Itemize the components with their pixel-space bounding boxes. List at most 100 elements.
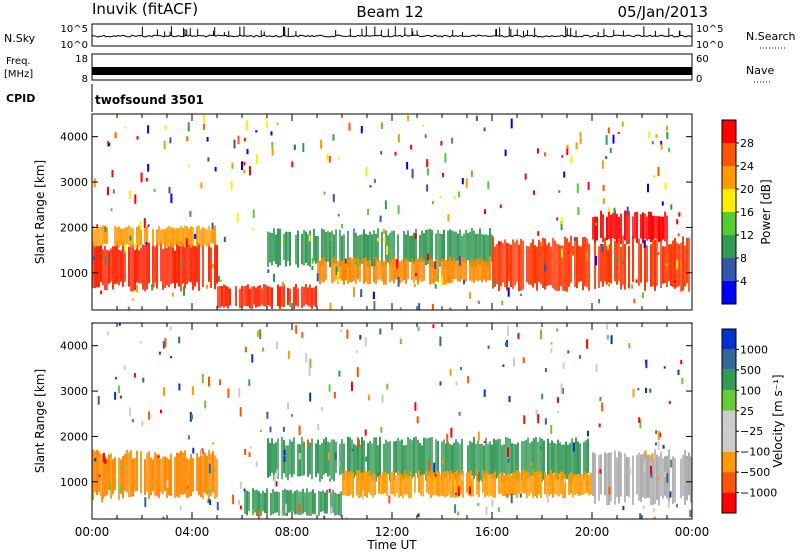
echo-dot	[532, 467, 535, 471]
echo-dot	[361, 490, 364, 500]
echo-dot	[450, 427, 453, 438]
echo-column	[423, 260, 425, 281]
echo-column	[269, 442, 271, 477]
echo-column	[256, 489, 258, 517]
echo-column	[636, 211, 638, 243]
echo-column	[112, 459, 114, 495]
colorbar-segment	[722, 281, 736, 304]
echo-column	[501, 445, 503, 482]
echo-dot	[664, 182, 667, 190]
echo-dot	[364, 337, 367, 347]
echo-dot	[422, 124, 425, 127]
echo-column	[654, 449, 656, 504]
echo-column	[489, 441, 491, 475]
x-tick-label: 04:00	[175, 525, 210, 539]
echo-column	[276, 491, 278, 513]
echo-column	[239, 288, 241, 309]
echo-column	[362, 472, 364, 493]
echo-dot	[602, 198, 605, 204]
echo-dot	[665, 263, 668, 266]
echo-column	[347, 230, 349, 268]
echo-column	[176, 452, 178, 497]
echo-column	[408, 475, 410, 499]
echo-column	[310, 491, 312, 516]
echo-column	[363, 229, 365, 268]
echo-column	[529, 442, 531, 477]
echo-dot	[298, 503, 301, 512]
echo-column	[686, 237, 688, 284]
echo-column	[325, 231, 327, 263]
echo-column	[530, 475, 532, 493]
echo-dot	[510, 493, 513, 504]
echo-dot	[209, 499, 212, 505]
echo-dot	[187, 122, 190, 132]
echo-dot	[191, 414, 193, 420]
echo-dot	[123, 364, 126, 370]
echo-dot	[689, 509, 692, 518]
echo-dot	[121, 465, 124, 471]
echo-column	[269, 232, 271, 263]
echo-column	[313, 287, 315, 306]
echo-dot	[211, 263, 214, 269]
echo-dot	[187, 164, 190, 167]
echo-column	[219, 286, 221, 308]
echo-column	[221, 286, 223, 307]
echo-column	[668, 449, 670, 502]
echo-dot	[607, 127, 610, 134]
echo-column	[456, 470, 458, 498]
echo-dot	[650, 470, 653, 478]
echo-column	[333, 234, 335, 264]
echo-column	[510, 244, 512, 288]
echo-dot	[136, 284, 139, 293]
echo-dot	[238, 388, 241, 398]
echo-dot	[561, 155, 564, 158]
echo-column	[306, 488, 308, 516]
echo-column	[415, 259, 417, 280]
echo-dot	[427, 253, 429, 261]
echo-dot	[163, 140, 166, 150]
echo-column	[504, 239, 506, 288]
echo-column	[372, 472, 374, 498]
echo-column	[384, 472, 386, 494]
echo-column	[558, 244, 560, 291]
echo-dot	[484, 209, 486, 214]
echo-dot	[373, 300, 376, 310]
echo-dot	[112, 189, 115, 194]
echo-dot	[676, 219, 679, 225]
echo-dot	[147, 125, 150, 134]
echo-dot	[524, 173, 527, 180]
echo-column	[443, 259, 445, 285]
echo-column	[500, 241, 502, 287]
echo-column	[315, 235, 317, 264]
echo-column	[106, 227, 108, 244]
colorbar-tick-label: 28	[740, 137, 754, 150]
echo-column	[214, 455, 216, 499]
echo-column	[210, 247, 212, 288]
echo-column	[460, 471, 462, 495]
echo-column	[437, 257, 439, 282]
echo-column	[315, 285, 317, 307]
echo-column	[398, 471, 400, 498]
colorbar-segment	[722, 166, 736, 189]
y-tick-label: 4000	[60, 131, 88, 144]
echo-dot	[544, 152, 547, 157]
echo-column	[363, 440, 365, 475]
echo-dot	[602, 185, 605, 191]
echo-column	[662, 216, 664, 240]
echo-column	[393, 230, 395, 264]
echo-dot	[170, 356, 173, 359]
echo-column	[92, 225, 94, 247]
echo-column	[381, 261, 383, 282]
echo-dot	[677, 369, 680, 375]
echo-column	[484, 472, 486, 498]
echo-column	[425, 229, 427, 266]
echo-column	[475, 443, 477, 476]
echo-dot	[510, 118, 513, 129]
echo-column	[174, 250, 176, 289]
echo-column	[405, 234, 407, 260]
echo-column	[583, 442, 585, 479]
echo-column	[366, 472, 368, 498]
echo-dot	[612, 134, 615, 144]
echo-column	[646, 455, 648, 498]
echo-dot	[599, 469, 602, 474]
